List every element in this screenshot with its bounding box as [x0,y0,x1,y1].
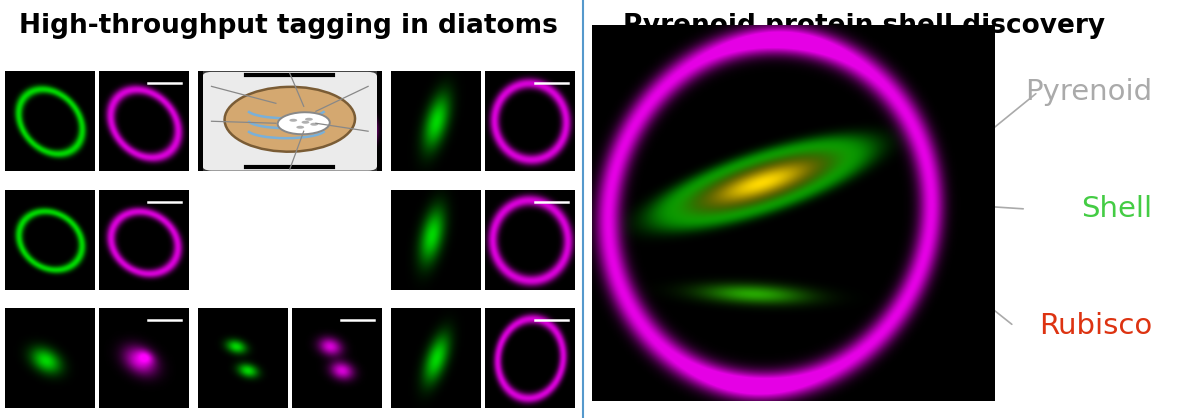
Ellipse shape [305,118,313,121]
Text: Shell1: Shell1 [391,56,419,65]
Text: cbbX: cbbX [391,293,414,302]
Text: Shell: Shell [1081,195,1152,223]
Text: High-throughput tagging in diatoms: High-throughput tagging in diatoms [18,13,558,38]
Text: Pyrenoid protein shell discovery: Pyrenoid protein shell discovery [623,13,1105,38]
Ellipse shape [311,123,318,126]
Text: Shell4: Shell4 [391,174,419,184]
Text: θCA2: θCA2 [5,174,29,184]
Text: Merge: Merge [88,56,115,65]
Ellipse shape [224,87,355,152]
Text: BST2: BST2 [198,293,221,302]
Ellipse shape [301,121,310,124]
Ellipse shape [277,112,330,134]
Text: BST1: BST1 [5,293,28,302]
Ellipse shape [289,119,298,122]
Ellipse shape [296,126,304,129]
Text: Pyrenoid: Pyrenoid [1025,78,1152,106]
Text: Rubisco: Rubisco [1039,312,1152,340]
Text: DPC2: DPC2 [198,56,222,65]
Text: DPC1: DPC1 [5,56,29,65]
FancyBboxPatch shape [202,70,378,172]
